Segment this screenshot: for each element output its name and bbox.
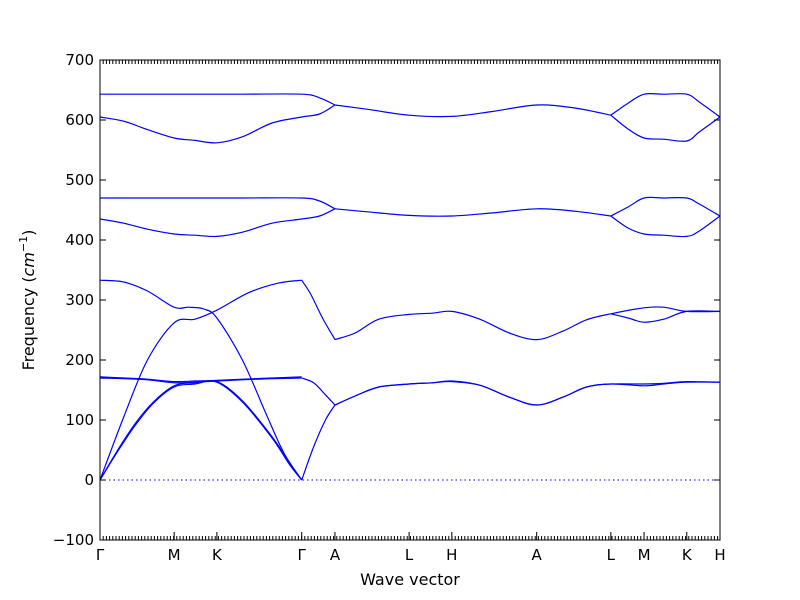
band-line-20 xyxy=(99,93,336,106)
band-line-21 xyxy=(334,104,611,118)
band-line-19 xyxy=(99,104,336,144)
x-axis-label: Wave vector xyxy=(360,570,460,589)
band-line-8 xyxy=(301,377,336,406)
y-tick-label: 600 xyxy=(65,111,94,129)
x-tick-label: M xyxy=(638,546,651,564)
band-line-17 xyxy=(610,196,721,217)
band-line-16 xyxy=(334,208,611,217)
band-line-22 xyxy=(610,92,721,118)
x-tick-label: H xyxy=(446,546,457,564)
x-tick-label: Γ xyxy=(96,546,105,564)
plot-frame xyxy=(99,59,721,541)
x-tick-label: A xyxy=(330,546,341,564)
band-line-13 xyxy=(610,310,721,323)
band-line-5 xyxy=(99,279,302,481)
y-tick-label: 400 xyxy=(65,231,94,249)
y-tick-label: 300 xyxy=(65,291,94,309)
x-tick-label: M xyxy=(168,546,181,564)
x-tick-label: Γ xyxy=(298,546,307,564)
y-axis-label-unit: cm xyxy=(19,252,38,276)
y-axis-label-close: ) xyxy=(19,230,38,236)
y-axis-ticks: −100 0 100 200 300 400 500 600 700 xyxy=(53,51,720,549)
band-line-15 xyxy=(99,197,336,210)
x-tick-label: L xyxy=(405,546,414,564)
x-tick-label: A xyxy=(532,546,543,564)
y-axis-label-text: Frequency ( xyxy=(19,276,38,370)
y-axis-label-exponent: −1 xyxy=(17,236,30,252)
band-line-1 xyxy=(99,380,303,481)
y-tick-label: −100 xyxy=(53,531,94,549)
band-line-18 xyxy=(610,215,721,238)
band-line-9 xyxy=(301,279,336,340)
band-line-7 xyxy=(301,404,336,481)
x-tick-label: K xyxy=(212,546,223,564)
y-tick-label: 200 xyxy=(65,351,94,369)
y-tick-label: 0 xyxy=(84,471,94,489)
y-tick-label: 500 xyxy=(65,171,94,189)
x-tick-label: L xyxy=(607,546,616,564)
band-line-14 xyxy=(99,208,336,238)
band-line-2 xyxy=(99,380,303,481)
x-tick-label: K xyxy=(682,546,693,564)
y-tick-label: 700 xyxy=(65,51,94,69)
x-tick-label: H xyxy=(714,546,725,564)
band-line-11 xyxy=(334,380,721,406)
y-axis-label: Frequency (cm−1) xyxy=(17,230,38,371)
band-line-23 xyxy=(610,114,721,142)
plot-area xyxy=(99,92,721,481)
band-line-4 xyxy=(99,376,302,383)
band-line-12 xyxy=(334,306,721,341)
band-line-6 xyxy=(99,279,303,481)
y-tick-label: 100 xyxy=(65,411,94,429)
